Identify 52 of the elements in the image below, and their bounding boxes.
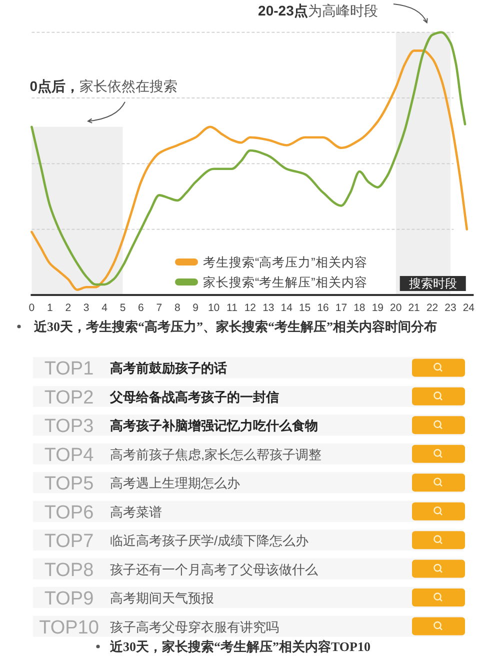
category-label: 高考前鼓励孩子的话 bbox=[110, 360, 227, 376]
category-label: 高考孩子补脑增强记忆力吃什么食物 bbox=[110, 418, 318, 434]
x-tick-label: 4 bbox=[102, 302, 108, 314]
category-label: 孩子还有一个月高考了父母该做什么 bbox=[110, 562, 318, 577]
x-tick-label: 19 bbox=[372, 302, 384, 314]
x-tick-label: 13 bbox=[262, 302, 274, 314]
x-tick-label: 18 bbox=[354, 302, 366, 314]
category-label: 高考菜谱 bbox=[110, 504, 162, 520]
category-label: TOP4 bbox=[44, 444, 94, 466]
text: 20-23点为高峰时段 bbox=[258, 2, 378, 18]
category-label: 高考期间天气预报 bbox=[110, 590, 214, 606]
category-label: TOP10 bbox=[39, 617, 99, 638]
annotation: 0点后，家长依然在搜索 bbox=[30, 78, 178, 94]
category-label: 高考遇上生理期怎么办 bbox=[110, 476, 240, 491]
category-label: TOP8 bbox=[44, 560, 94, 581]
legend-label: 考生搜索“高考压力”相关内容 bbox=[203, 254, 368, 270]
category-label: 高考前孩子焦虑,家长怎么帮孩子调整 bbox=[110, 446, 322, 462]
x-tick-label: 15 bbox=[298, 302, 311, 314]
category-label: TOP5 bbox=[44, 474, 94, 495]
band-label: 搜索时段 bbox=[408, 276, 457, 290]
x-tick-label: 17 bbox=[335, 302, 348, 314]
legend-label: 家长搜索“考生解压”相关内容 bbox=[203, 274, 368, 290]
x-tick-label: 6 bbox=[138, 302, 144, 314]
x-tick-label: 23 bbox=[444, 302, 456, 314]
category-label: 父母给备战高考孩子的一封信 bbox=[109, 389, 279, 404]
x-tick-label: 22 bbox=[426, 302, 438, 314]
x-tick-label: 10 bbox=[208, 302, 220, 314]
x-tick-label: 24 bbox=[462, 302, 475, 314]
category-label: 临近高考孩子厌学/成绩下降怎么办 bbox=[110, 533, 309, 548]
x-tick-label: 5 bbox=[120, 302, 126, 314]
x-tick-label: 11 bbox=[226, 302, 238, 314]
category-label: TOP7 bbox=[44, 531, 94, 552]
text: 近30天，考生搜索“高考压力”、家长搜索“考生解压”相关内容时间分布 bbox=[33, 319, 437, 334]
x-tick-label: 1 bbox=[46, 302, 53, 314]
text: 近30天，家长搜索“考生解压”相关内容TOP10 bbox=[109, 639, 370, 654]
x-tick-label: 16 bbox=[317, 302, 330, 314]
x-tick-label: 0 bbox=[28, 302, 35, 314]
x-tick-label: 20 bbox=[390, 302, 402, 314]
x-tick-label: 9 bbox=[192, 302, 199, 314]
category-label: 孩子高考父母穿衣服有讲究吗 bbox=[110, 619, 279, 634]
category-label: TOP1 bbox=[44, 358, 94, 380]
x-tick-label: 7 bbox=[156, 302, 162, 314]
x-tick-label: 3 bbox=[83, 302, 90, 314]
x-tick-label: 2 bbox=[65, 302, 72, 314]
x-tick-label: 12 bbox=[244, 302, 256, 314]
category-label: TOP3 bbox=[44, 416, 94, 438]
category-label: TOP6 bbox=[44, 502, 94, 524]
category-label: TOP9 bbox=[44, 588, 94, 610]
x-tick-label: 14 bbox=[280, 302, 293, 314]
x-tick-label: 21 bbox=[408, 302, 420, 314]
category-label: TOP2 bbox=[44, 387, 94, 408]
x-tick-label: 8 bbox=[174, 302, 180, 314]
